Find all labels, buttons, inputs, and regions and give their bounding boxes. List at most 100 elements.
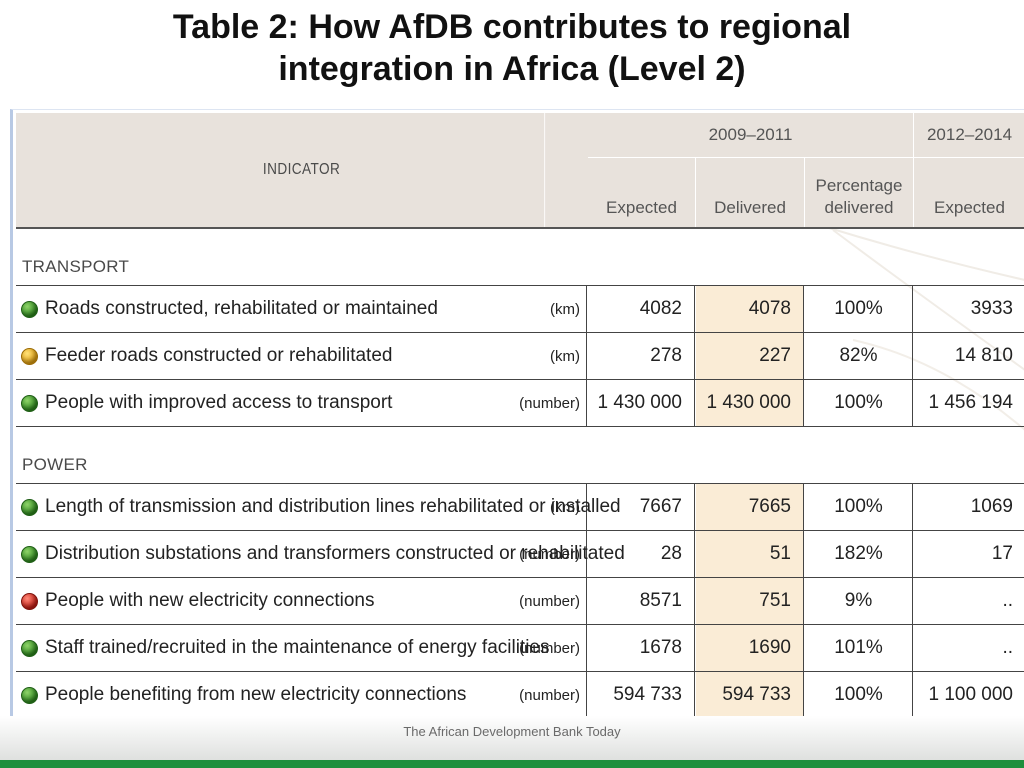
section-label: TRANSPORT: [22, 257, 130, 276]
percentage-value: 100%: [834, 496, 883, 517]
results-table: INDICATOR 2009–2011 2012–2014 Expected D…: [16, 113, 1024, 716]
expected-2012-2014-cell: 3933: [914, 286, 1024, 332]
expected-value: 1 430 000: [597, 392, 682, 413]
percentage-cell: 182%: [805, 531, 913, 577]
indicator-cell: Distribution substations and transformer…: [16, 531, 625, 577]
table-row: Roads constructed, rehabilitated or main…: [16, 286, 1024, 333]
footer-text: The African Development Bank Today: [403, 724, 621, 739]
unit-label: (number): [519, 686, 580, 704]
expected-2012-2014-cell: 17: [914, 531, 1024, 577]
expected-cell: 278: [588, 333, 695, 379]
expected-2012-2014-value: 3933: [970, 298, 1013, 319]
indicator-cell: People with improved access to transport…: [16, 380, 587, 426]
expected-2012-2014-value: ..: [1002, 637, 1013, 658]
percentage-cell: 100%: [805, 286, 913, 332]
indicator-cell: Feeder roads constructed or rehabilitate…: [16, 333, 587, 379]
indicator-label: Feeder roads constructed or rehabilitate…: [45, 345, 393, 366]
unit-label: (number): [519, 545, 580, 563]
table-row: People with improved access to transport…: [16, 380, 1024, 427]
percentage-cell: 100%: [805, 672, 913, 716]
section-label: POWER: [22, 455, 88, 474]
slide-title: Table 2: How AfDB contributes to regiona…: [0, 6, 1024, 90]
indicator-label: People with improved access to transport: [45, 392, 393, 413]
delivered-value: 4078: [748, 298, 791, 319]
unit-label: (km): [550, 300, 580, 318]
table-body: TRANSPORT Roads constructed, rehabilitate…: [16, 229, 1024, 716]
expected-cell: 4082: [588, 286, 695, 332]
table-row: People benefiting from new electricity c…: [16, 672, 1024, 716]
expected-value: 594 733: [613, 684, 682, 705]
expected-2012-2014-value: 1 456 194: [928, 392, 1013, 413]
header-delivered: Delivered: [696, 158, 805, 227]
percentage-cell: 100%: [805, 484, 913, 530]
status-red-icon: [21, 592, 38, 610]
percentage-cell: 82%: [805, 333, 913, 379]
table-row: Staff trained/recruited in the maintenan…: [16, 625, 1024, 672]
delivered-value: 227: [759, 345, 791, 366]
table-row: Distribution substations and transformer…: [16, 531, 1024, 578]
status-green-icon: [21, 686, 38, 704]
percentage-cell: 9%: [805, 578, 913, 624]
indicator-cell: People benefiting from new electricity c…: [16, 672, 587, 716]
indicator-cell: Staff trained/recruited in the maintenan…: [16, 625, 587, 671]
delivered-cell: 4078: [696, 286, 804, 332]
status-green-icon: [21, 300, 38, 318]
section-header-transport: TRANSPORT: [16, 229, 1024, 286]
table-header: INDICATOR 2009–2011 2012–2014 Expected D…: [16, 113, 1024, 229]
footer-band: [0, 716, 1024, 768]
delivered-cell: 7665: [696, 484, 804, 530]
expected-2012-2014-value: 1069: [970, 496, 1013, 517]
results-table-frame: INDICATOR 2009–2011 2012–2014 Expected D…: [10, 109, 1024, 716]
percentage-value: 101%: [834, 637, 883, 658]
indicator-cell: Length of transmission and distribution …: [16, 484, 621, 530]
header-expected-2012-2014: Expected: [934, 198, 1005, 217]
indicator-label: Length of transmission and distribution …: [45, 496, 621, 517]
unit-label: (number): [519, 394, 580, 412]
expected-2012-2014-cell: 1 100 000: [914, 672, 1024, 716]
indicator-label: Staff trained/recruited in the maintenan…: [45, 637, 550, 658]
expected-cell: 28: [588, 531, 695, 577]
delivered-cell: 594 733: [696, 672, 804, 716]
percentage-value: 82%: [839, 345, 878, 366]
expected-value: 278: [650, 345, 682, 366]
slide-title-line-1: Table 2: How AfDB contributes to regiona…: [172, 8, 852, 46]
expected-value: 28: [660, 543, 682, 564]
delivered-value: 7665: [748, 496, 791, 517]
expected-2012-2014-value: 17: [991, 543, 1013, 564]
section-header-power: POWER: [16, 427, 1024, 484]
expected-cell: 8571: [588, 578, 695, 624]
delivered-cell: 51: [696, 531, 804, 577]
expected-value: 4082: [639, 298, 682, 319]
delivered-cell: 227: [696, 333, 804, 379]
expected-2012-2014-value: 14 810: [954, 345, 1013, 366]
expected-cell: 1 430 000: [588, 380, 695, 426]
table-row: Feeder roads constructed or rehabilitate…: [16, 333, 1024, 380]
unit-label: (number): [519, 592, 580, 610]
delivered-value: 1690: [748, 637, 791, 658]
unit-label: (number): [519, 639, 580, 657]
unit-label: (km): [550, 498, 580, 516]
footer-green-line: [0, 760, 1024, 768]
header-expected: Expected: [588, 158, 696, 227]
percentage-value: 100%: [834, 298, 883, 319]
table-row: People with new electricity connections (…: [16, 578, 1024, 625]
header-period-2009-2011: 2009–2011: [588, 113, 914, 158]
delivered-value: 751: [759, 590, 791, 611]
delivered-cell: 1690: [696, 625, 804, 671]
indicator-label: People with new electricity connections: [45, 590, 375, 611]
delivered-value: 51: [769, 543, 791, 564]
header-indicator: INDICATOR: [59, 113, 546, 227]
header-percentage-line-1: Percentage: [815, 176, 903, 195]
expected-value: 8571: [639, 590, 682, 611]
expected-cell: 7667: [588, 484, 695, 530]
expected-value: 7667: [639, 496, 682, 517]
indicator-label: Distribution substations and transformer…: [45, 543, 625, 564]
expected-cell: 1678: [588, 625, 695, 671]
expected-2012-2014-cell: ..: [914, 625, 1024, 671]
unit-label: (km): [550, 347, 580, 365]
expected-value: 1678: [639, 637, 682, 658]
header-period-2012-2014: 2012–2014: [914, 113, 1024, 158]
slide-title-line-2: integration in Africa (Level 2): [278, 50, 746, 88]
delivered-value: 594 733: [722, 684, 791, 705]
header-percentage-delivered: Percentage delivered: [805, 158, 914, 227]
